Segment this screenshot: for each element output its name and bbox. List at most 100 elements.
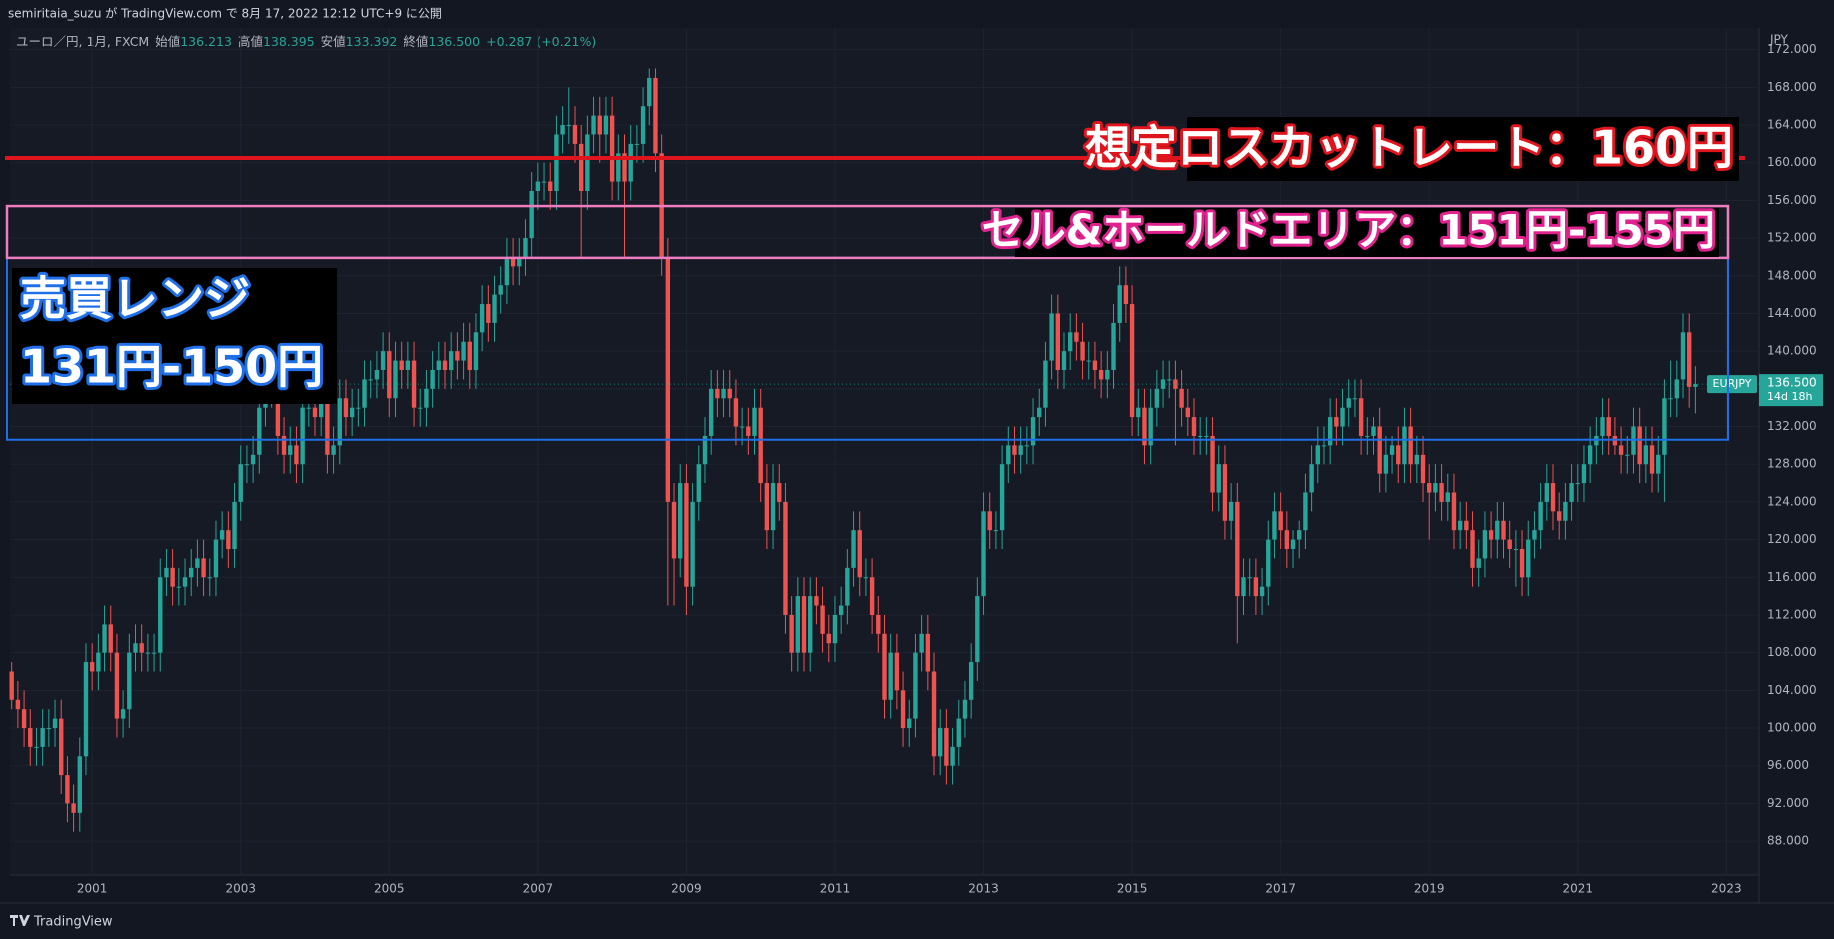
symbol-tag-text: EURJPY [1713,377,1752,390]
x-tick-label: 2021 [1562,882,1593,896]
candle-body [1643,445,1649,465]
candle-body [1235,501,1240,597]
candle-body [510,256,516,267]
candle-body [752,407,757,436]
candle-body [498,285,503,295]
candle-body [250,454,256,465]
candle-body [1074,332,1079,342]
candle-body [1129,304,1135,418]
candle-body [1569,483,1574,502]
candle-body [1402,426,1407,465]
candle-body [560,125,565,135]
candle-body [715,388,720,399]
candle-body [1216,464,1221,493]
x-tick-label: 2005 [374,882,405,896]
candle-body [950,746,955,766]
candle-body [1321,445,1327,447]
plot [9,28,1759,875]
sell-hold-label-box [1015,208,1719,257]
candle-body [1414,454,1420,465]
candle-body [647,77,652,107]
candle-body [486,304,491,323]
candle-body [777,483,782,502]
candle-body [1470,530,1475,568]
candle-body [424,388,429,408]
y-tick-label: 164.000 [1767,118,1817,132]
candle-body [430,370,435,389]
candle-body [1284,530,1290,550]
candle-body [176,586,182,588]
candle-body [213,539,219,578]
legend: ユーロ／円, 1月, FXCM 始値136.213 高値138.395 安値133.3… [16,34,596,49]
y-tick-label: 112.000 [1767,607,1817,621]
legend-change: +0.287 (+0.21%) [486,34,596,49]
candle-body [1030,417,1036,446]
candle-body [1451,492,1457,531]
legend-value: 136.213 [180,34,232,49]
candle-body [882,633,887,700]
candle-body [801,596,807,653]
candle-body [616,153,621,182]
candle-body [578,143,584,191]
candle-body [337,398,342,446]
candle-body [1111,322,1116,371]
candle-body [1408,426,1413,465]
candle-body [962,699,968,719]
candle-body [139,643,144,653]
candle-body [808,596,813,653]
x-tick-label: 2017 [1265,882,1296,896]
candle-body [888,652,893,700]
candle-body [1340,407,1345,427]
candle-body [919,633,924,653]
candle-body [349,407,355,418]
y-tick-label: 132.000 [1767,419,1817,433]
candle-body [1228,501,1234,521]
candle-body [1563,501,1568,521]
candle-body [523,238,528,257]
candle-body [127,652,132,710]
candle-body [622,153,627,182]
candle-body [40,728,45,747]
candle-body [1550,483,1556,512]
candle-body [702,435,708,465]
candle-body [913,652,918,719]
candle-body [1526,539,1531,578]
candle-body [1136,407,1141,418]
y-tick-label: 152.000 [1767,231,1817,245]
candle-body [504,256,510,286]
candle-body [380,351,386,371]
candle-body [1464,520,1469,531]
candle-body [46,728,52,730]
candle-body [1519,549,1525,578]
candle-body [591,115,596,135]
legend-name: 始値 [155,34,180,49]
candle-body [566,125,571,127]
candle-body [455,351,460,361]
candle-body [1680,332,1686,380]
candle-body [1371,426,1376,436]
candle-body [1445,492,1450,502]
candle-body [603,115,609,135]
candle-body [795,596,801,653]
brand: TradingView [33,915,113,930]
candle-body [653,77,658,154]
candle-body [1625,454,1630,456]
candle-body [244,464,250,466]
candle-body [356,407,361,409]
y-tick-label: 148.000 [1767,268,1817,282]
candle-body [1167,379,1172,381]
candle-body [597,115,602,135]
symbol-tag [1707,375,1757,394]
candle-body [1142,407,1147,446]
candle-body [1637,426,1642,465]
candle-body [671,501,677,559]
candle-body [1191,417,1197,436]
candle-body [1693,384,1698,387]
y-tick-label: 92.000 [1767,796,1809,810]
candle-body [1117,285,1122,323]
candle-body [1210,435,1215,493]
candle-body [1482,530,1488,559]
candle-body [907,718,912,729]
candle-body [300,407,305,465]
legend-value: 133.392 [346,34,398,49]
